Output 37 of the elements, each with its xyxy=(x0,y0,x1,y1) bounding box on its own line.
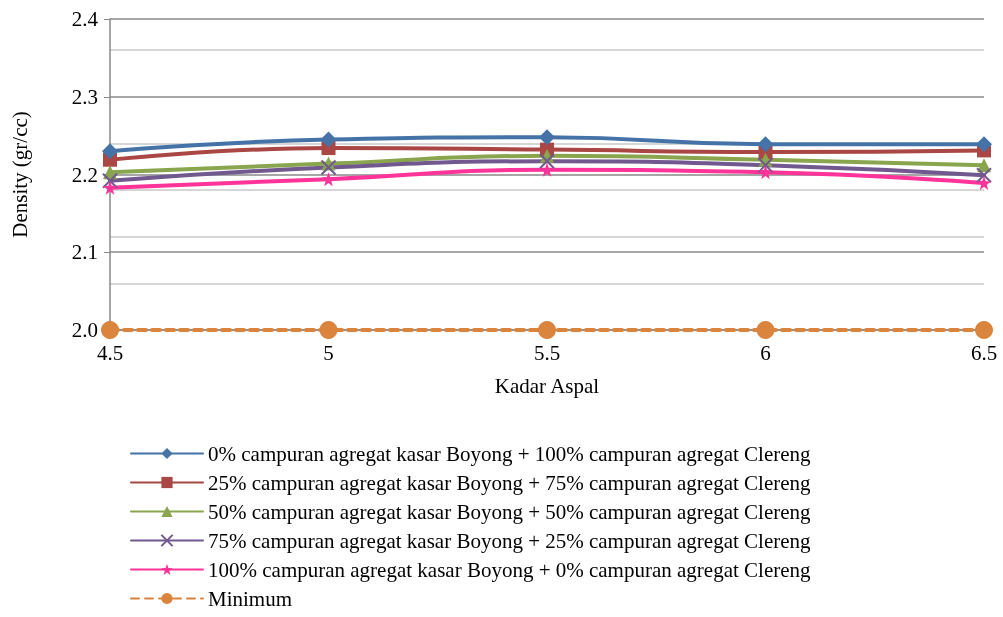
point xyxy=(756,321,775,339)
point xyxy=(539,129,555,146)
point xyxy=(539,153,555,170)
x-tick-label: 5.5 xyxy=(533,340,561,365)
y-tick-label: 2.0 xyxy=(71,318,98,342)
point xyxy=(102,172,118,189)
point xyxy=(976,167,992,184)
legend-label: 25% campuran agregat kasar Boyong + 75% campuran agregat Clereng xyxy=(208,470,812,495)
point xyxy=(977,176,991,191)
x-tick-label: 4.5 xyxy=(96,340,124,365)
point xyxy=(319,321,338,339)
point xyxy=(101,321,119,339)
point xyxy=(103,180,117,195)
x-tick-label: 5 xyxy=(323,340,334,365)
point xyxy=(538,321,556,339)
point xyxy=(757,157,774,174)
y-tick-label: 2.2 xyxy=(71,162,98,187)
point xyxy=(976,136,992,153)
point xyxy=(975,321,993,339)
x-axis-title: Kadar Aspal xyxy=(494,373,600,398)
point xyxy=(757,136,774,153)
y-tick-label: 2.1 xyxy=(71,240,98,265)
legend-label: 50% campuran agregat kasar Boyong + 50% campuran agregat Clereng xyxy=(208,499,812,524)
point xyxy=(320,131,337,148)
legend-label: 0% campuran agregat kasar Boyong + 100% campuran agregat Clereng xyxy=(208,441,812,466)
point xyxy=(320,159,337,176)
x-tick-label: 6.5 xyxy=(970,340,998,365)
point xyxy=(758,165,773,180)
point xyxy=(540,162,554,177)
x-tick-label: 6 xyxy=(760,340,771,365)
legend-label: 100% campuran agregat kasar Boyong + 0% campuran agregat Clereng xyxy=(208,557,812,582)
legend-label: 75% campuran agregat kasar Boyong + 25% campuran agregat Clereng xyxy=(208,528,812,553)
y-tick-label: 2.3 xyxy=(71,84,98,109)
y-axis-title: Density (gr/cc) xyxy=(7,111,32,238)
point xyxy=(102,143,118,160)
legend-label: Minimum xyxy=(208,586,293,611)
y-tick-label: 2.4 xyxy=(71,7,99,31)
